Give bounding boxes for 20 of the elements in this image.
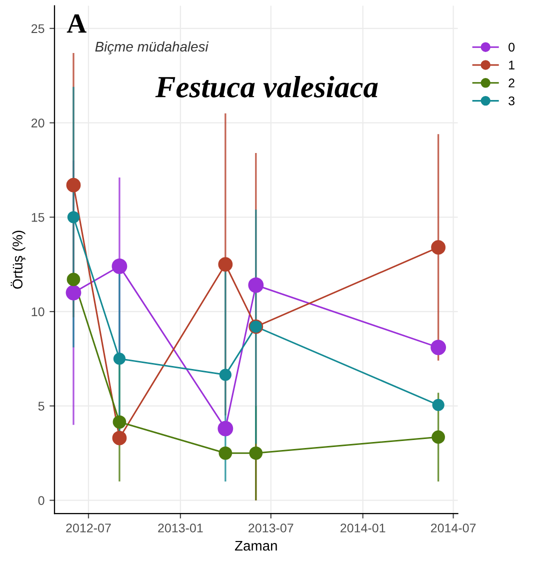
chart-title: A bbox=[66, 14, 86, 33]
legend-label: 1 bbox=[509, 60, 514, 70]
x-tick-label: 2012-07 bbox=[66, 524, 111, 532]
y-tick-label: 15 bbox=[32, 213, 44, 222]
annotation: Biçme müdahalesi bbox=[95, 41, 209, 54]
y-tick-label: 0 bbox=[38, 496, 44, 505]
annotation: Festuca valesiaca bbox=[155, 76, 378, 98]
legend-label: 3 bbox=[508, 96, 514, 106]
x-axis-title: Zaman bbox=[234, 540, 277, 551]
y-tick-label: 5 bbox=[38, 402, 44, 411]
legend-label: 2 bbox=[508, 78, 514, 88]
y-tick-label: 10 bbox=[32, 307, 44, 316]
y-tick-label: 20 bbox=[32, 118, 44, 128]
x-tick-label: 2013-01 bbox=[158, 524, 203, 532]
y-axis-title: Örtüş (%) bbox=[10, 230, 26, 289]
x-tick-label: 2013-07 bbox=[248, 524, 294, 532]
x-tick-label: 2014-07 bbox=[430, 524, 476, 532]
y-tick-label: 25 bbox=[32, 24, 44, 34]
legend-label: 0 bbox=[508, 42, 515, 52]
x-tick-label: 2014-01 bbox=[340, 524, 386, 532]
